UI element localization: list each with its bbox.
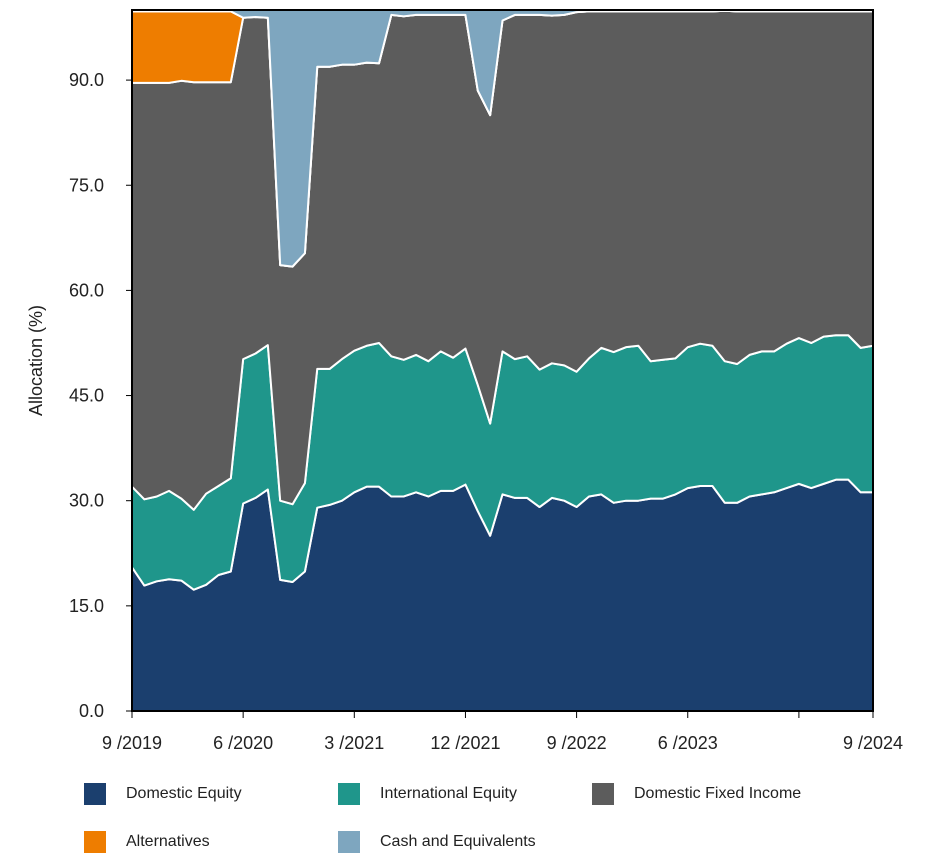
x-tick-label: 12 /2021 bbox=[430, 733, 500, 753]
y-axis: 0.0 15.0 30.0 45.0 60.0 75.0 90.0 bbox=[69, 70, 132, 721]
legend-item: Cash and Equivalents bbox=[338, 831, 536, 853]
x-tick-label: 9 /2024 bbox=[843, 733, 903, 753]
series-area-domestic-equity bbox=[131, 478, 874, 712]
plot-frame bbox=[131, 9, 874, 712]
x-tick-label: 6 /2023 bbox=[658, 733, 718, 753]
y-tick-label: 15.0 bbox=[69, 596, 104, 616]
legend-item: Domestic Equity bbox=[84, 783, 242, 805]
y-tick-label: 60.0 bbox=[69, 280, 104, 300]
y-axis-title: Allocation (%) bbox=[26, 305, 46, 416]
legend-swatch bbox=[84, 783, 106, 805]
y-tick-label: 45.0 bbox=[69, 386, 104, 406]
legend-label: Alternatives bbox=[126, 833, 210, 850]
legend-label: International Equity bbox=[380, 785, 517, 802]
x-tick-label: 6 /2020 bbox=[213, 733, 273, 753]
area-layers bbox=[131, 9, 874, 712]
x-tick-label: 3 /2021 bbox=[324, 733, 384, 753]
x-axis: 9 /2019 6 /2020 3 /2021 12 /2021 9 /2022 6 /2… bbox=[102, 711, 903, 753]
chart-legend: Domestic Equity International Equity Domes… bbox=[0, 775, 926, 857]
x-tick-label: 9 /2019 bbox=[102, 733, 162, 753]
legend-label: Cash and Equivalents bbox=[380, 833, 536, 850]
legend-item: International Equity bbox=[338, 783, 517, 805]
legend-swatch bbox=[84, 831, 106, 853]
y-tick-label: 90.0 bbox=[69, 70, 104, 90]
legend-label: Domestic Equity bbox=[126, 785, 242, 802]
legend-swatch bbox=[592, 783, 614, 805]
y-tick-label: 0.0 bbox=[79, 701, 104, 721]
legend-item: Alternatives bbox=[84, 831, 210, 853]
legend-label: Domestic Fixed Income bbox=[634, 785, 802, 802]
legend-swatch bbox=[338, 831, 360, 853]
legend-item: Domestic Fixed Income bbox=[592, 783, 801, 805]
x-tick-label: 9 /2022 bbox=[547, 733, 607, 753]
legend-swatch bbox=[338, 783, 360, 805]
y-tick-label: 30.0 bbox=[69, 491, 104, 511]
y-tick-label: 75.0 bbox=[69, 175, 104, 195]
allocation-area-chart: 9 /2019 6 /2020 3 /2021 12 /2021 9 /2022 6 /2… bbox=[26, 9, 903, 753]
